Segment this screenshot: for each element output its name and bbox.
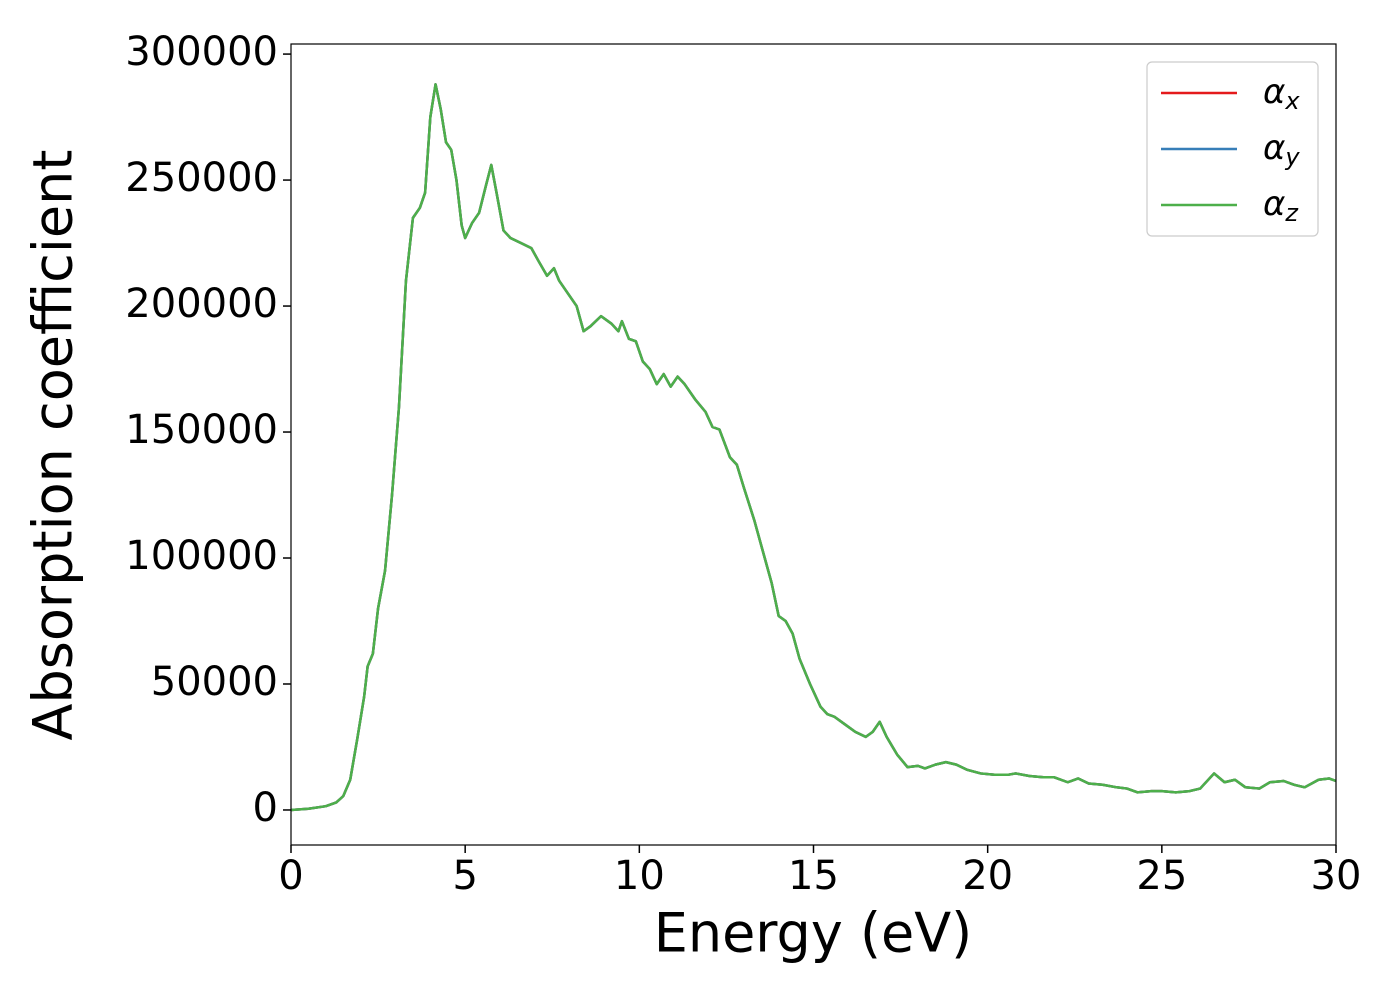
y-axis-label: Absorption coefficient (22, 150, 85, 741)
x-tick-label: 10 (614, 853, 665, 899)
x-tick-label: 30 (1311, 853, 1362, 899)
data-line (290, 83, 1337, 812)
legend-label: αz (1263, 184, 1299, 228)
y-tick-label: 100000 (125, 533, 278, 579)
x-tick-label: 15 (788, 853, 839, 899)
x-axis-label: Energy (eV) (654, 902, 973, 965)
y-tick-label: 250000 (125, 155, 278, 201)
x-tick-label: 25 (1136, 853, 1187, 899)
plot-frame (290, 43, 1337, 846)
y-tick-label: 0 (253, 785, 278, 831)
legend-label: αx (1263, 72, 1300, 116)
x-tick-label: 5 (452, 853, 477, 899)
x-tick-label: 0 (278, 853, 303, 899)
legend-label: αy (1263, 128, 1300, 172)
legend: αx αy αz (1146, 61, 1319, 237)
y-tick-label: 150000 (125, 407, 278, 453)
y-tick-label: 300000 (125, 29, 278, 75)
x-tick-label: 20 (962, 853, 1013, 899)
y-tick-label: 50000 (151, 659, 278, 705)
y-tick-label: 200000 (125, 281, 278, 327)
